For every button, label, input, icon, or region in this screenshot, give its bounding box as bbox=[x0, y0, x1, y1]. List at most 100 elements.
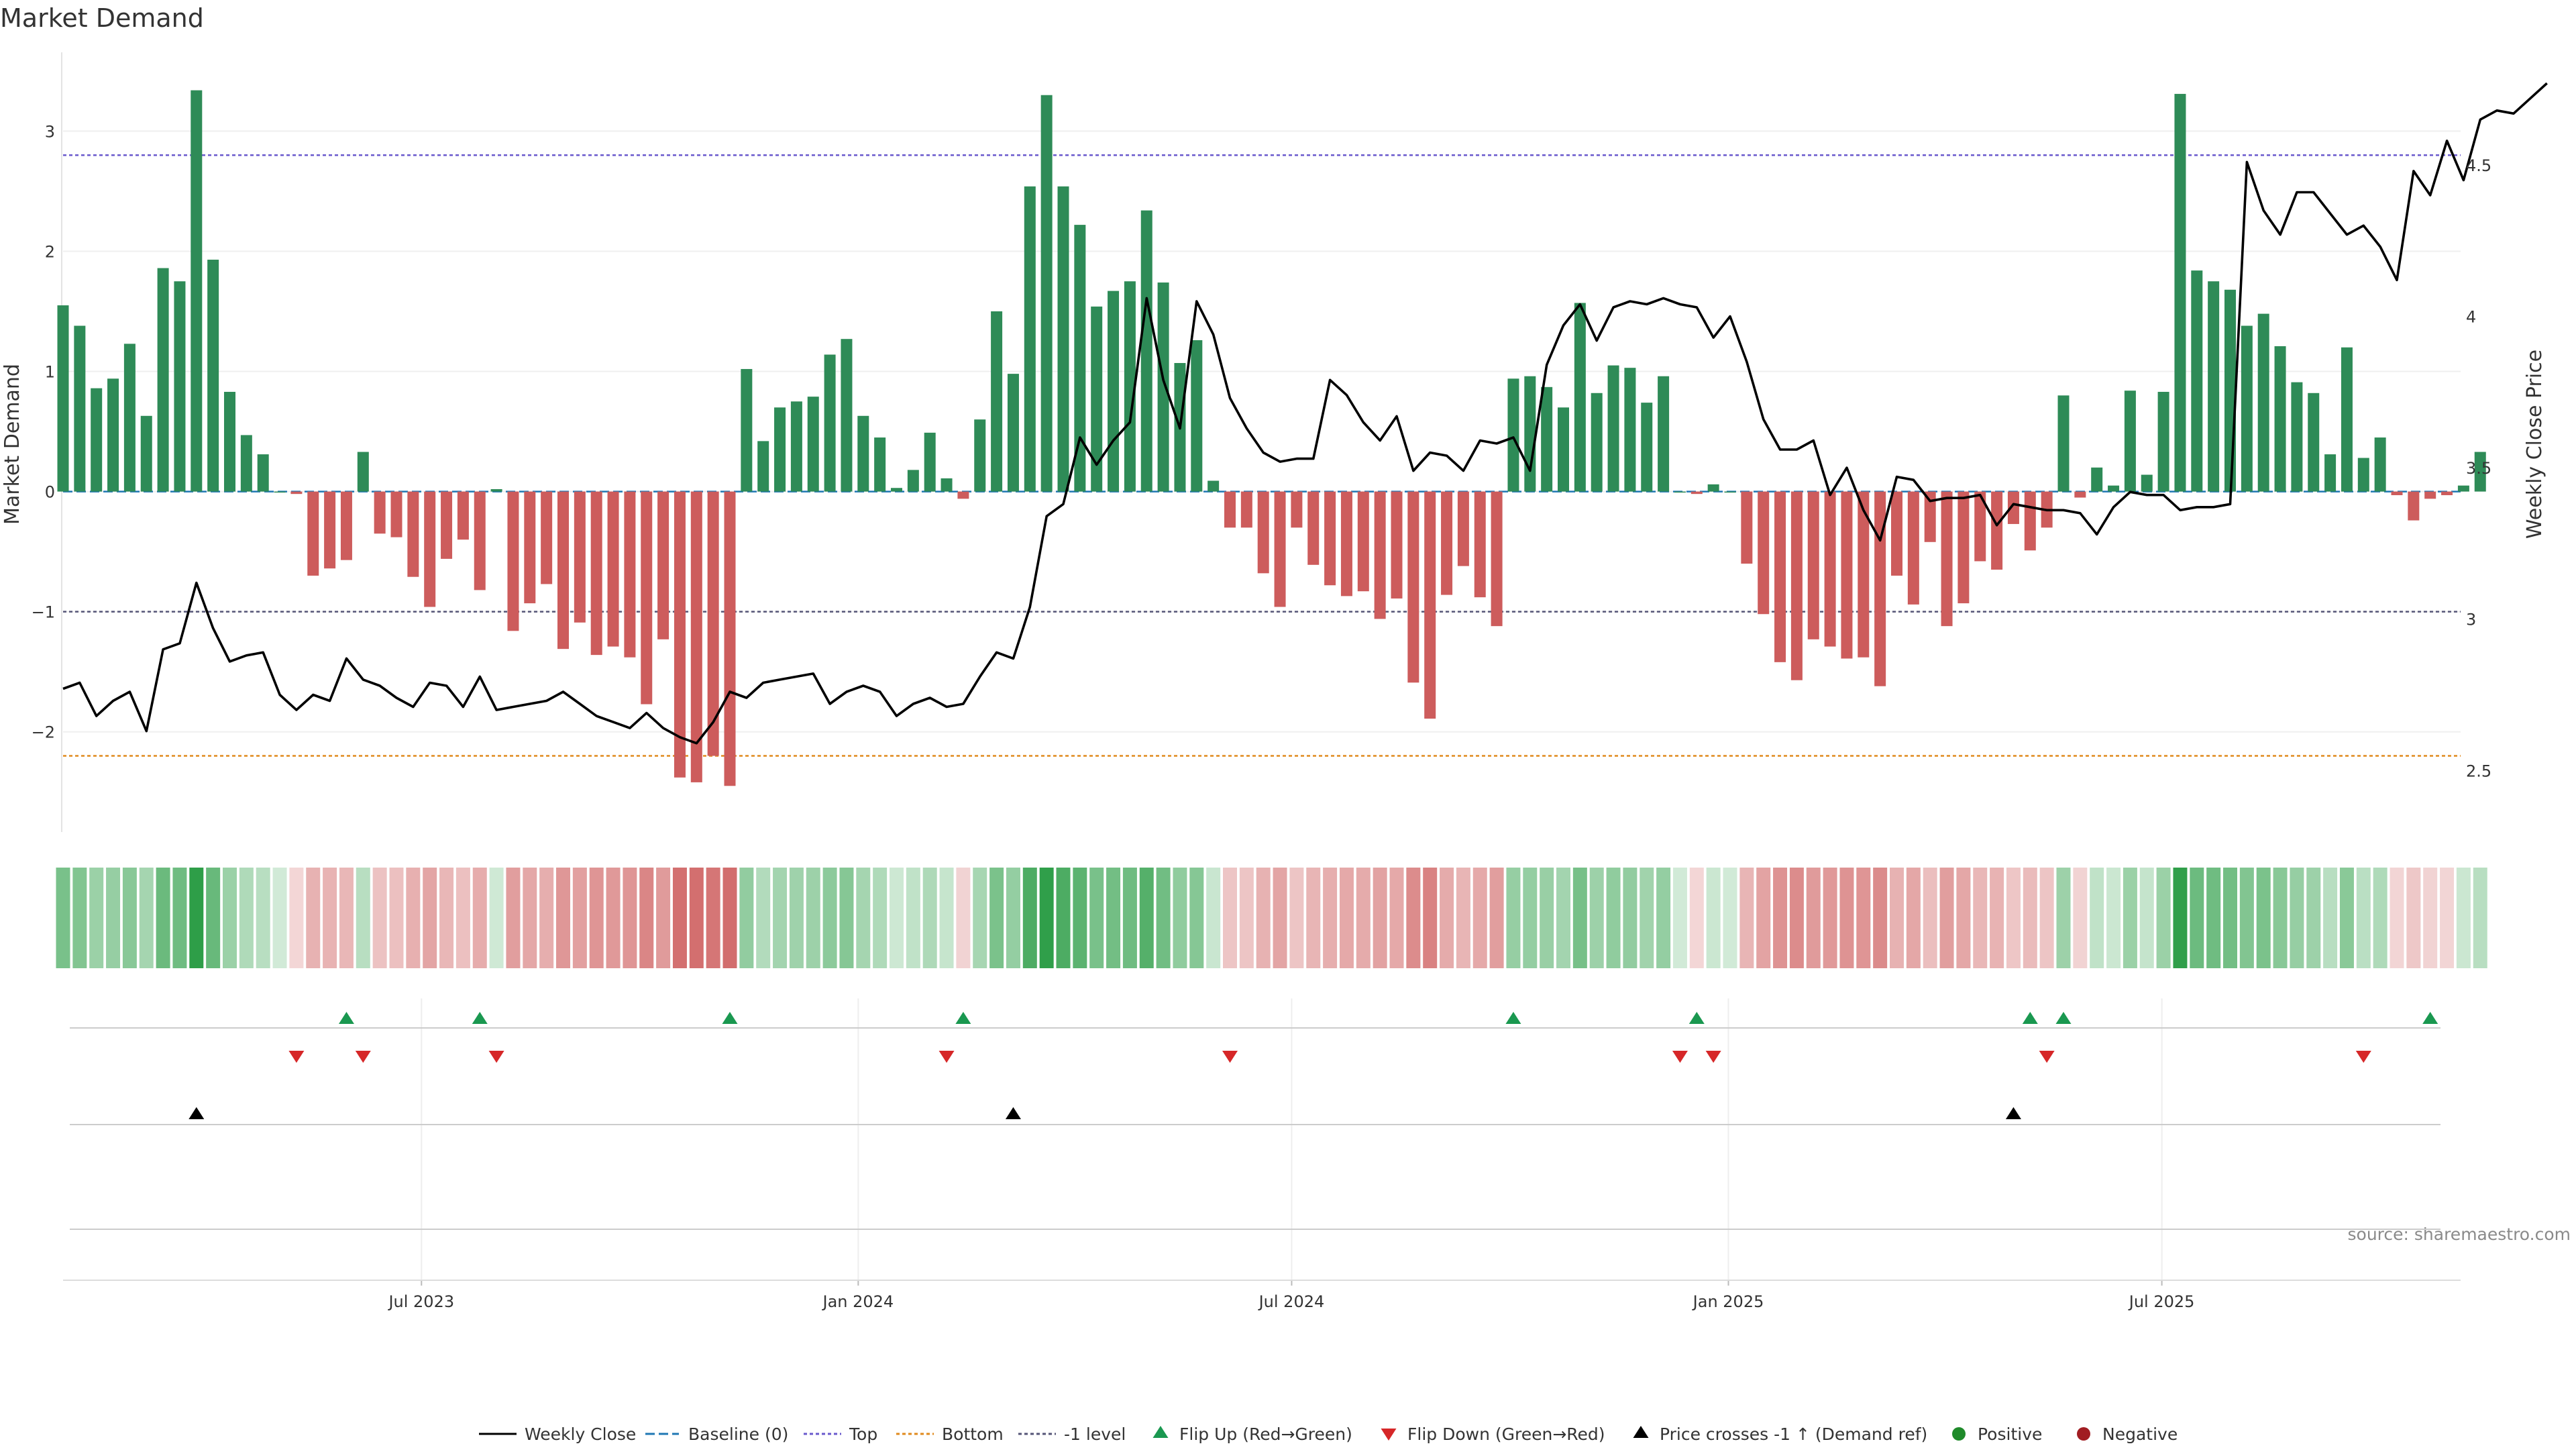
heat-cell bbox=[756, 868, 771, 968]
heat-cell bbox=[1423, 868, 1438, 968]
heat-cell bbox=[122, 868, 137, 968]
heat-cell bbox=[839, 868, 854, 968]
demand-bar bbox=[191, 90, 203, 492]
heat-cell bbox=[1456, 868, 1470, 968]
demand-bar bbox=[874, 437, 886, 492]
heat-cell bbox=[489, 868, 504, 968]
heat-cell bbox=[1689, 868, 1704, 968]
demand-bar bbox=[1974, 491, 1986, 562]
heat-cell bbox=[1923, 868, 1937, 968]
demand-bar bbox=[557, 491, 569, 650]
y2-tick-label: 2.5 bbox=[2466, 762, 2491, 780]
heat-cell bbox=[1323, 868, 1338, 968]
demand-bar bbox=[407, 491, 419, 577]
y-tick-label: 2 bbox=[45, 242, 55, 261]
demand-bar bbox=[957, 491, 969, 499]
demand-bar bbox=[324, 491, 336, 569]
demand-bar bbox=[1074, 225, 1086, 492]
demand-bar bbox=[2308, 393, 2320, 492]
demand-bar bbox=[1424, 491, 1436, 719]
heat-cell bbox=[1706, 868, 1721, 968]
demand-bar bbox=[1091, 306, 1103, 492]
demand-bar bbox=[1841, 491, 1853, 659]
heat-cell bbox=[1223, 868, 1237, 968]
flip-up-marker bbox=[1505, 1012, 1521, 1024]
heat-cell bbox=[1039, 868, 1054, 968]
legend-item: Positive bbox=[1952, 1424, 2042, 1444]
demand-bar bbox=[1140, 210, 1152, 492]
heat-cell bbox=[1356, 868, 1371, 968]
source-label: source: sharemaestro.com bbox=[2348, 1225, 2571, 1244]
demand-bar bbox=[2241, 325, 2253, 492]
heat-cell bbox=[656, 868, 671, 968]
x-tick-label: Jan 2025 bbox=[1692, 1292, 1764, 1311]
demand-bar bbox=[524, 491, 536, 604]
demand-bar bbox=[1391, 491, 1403, 599]
heat-cell bbox=[1873, 868, 1888, 968]
heat-cell bbox=[139, 868, 154, 968]
demand-bar bbox=[907, 470, 919, 492]
demand-bar bbox=[590, 491, 602, 656]
demand-bar bbox=[2341, 347, 2353, 492]
heat-cell bbox=[506, 868, 521, 968]
demand-bar bbox=[707, 491, 719, 756]
legend-item: -1 level bbox=[1018, 1424, 1126, 1444]
heat-cell bbox=[2273, 868, 2288, 968]
heat-cell bbox=[1139, 868, 1154, 968]
heat-cell bbox=[2256, 868, 2271, 968]
heat-cell bbox=[1106, 868, 1121, 968]
demand-bar bbox=[1407, 491, 1419, 683]
heat-cell bbox=[2173, 868, 2188, 968]
x-axis-ticks: Jul 2023 Jan 2024 Jul 2024 Jan 2025 Jul 2025 bbox=[63, 1280, 2461, 1311]
demand-bar bbox=[2457, 485, 2469, 492]
demand-bar bbox=[2108, 485, 2120, 492]
heat-cell bbox=[1856, 868, 1871, 968]
heat-cell bbox=[455, 868, 470, 968]
heat-cell bbox=[2206, 868, 2221, 968]
heat-cell bbox=[2223, 868, 2237, 968]
demand-bar bbox=[140, 415, 152, 492]
x-tick-label: Jan 2024 bbox=[821, 1292, 894, 1311]
demand-bar bbox=[2391, 491, 2403, 495]
heat-cell bbox=[2390, 868, 2404, 968]
heat-cell bbox=[189, 868, 204, 968]
heat-cell bbox=[106, 868, 121, 968]
heat-cell bbox=[1890, 868, 1904, 968]
demand-bar bbox=[91, 388, 103, 492]
demand-bar bbox=[2091, 467, 2103, 492]
y-tick-label: 1 bbox=[45, 363, 55, 382]
heat-cell bbox=[2373, 868, 2387, 968]
demand-bar bbox=[641, 491, 653, 705]
heat-cell bbox=[1672, 868, 1687, 968]
demand-bar bbox=[57, 305, 69, 492]
heat-cell bbox=[556, 868, 570, 968]
demand-bar bbox=[2324, 454, 2337, 492]
y-tick-label: −2 bbox=[32, 723, 55, 742]
heat-cell bbox=[2306, 868, 2321, 968]
flip-down-marker bbox=[1672, 1051, 1688, 1063]
demand-bar bbox=[507, 491, 519, 631]
flip-down-marker bbox=[2355, 1051, 2371, 1063]
heat-cell bbox=[1256, 868, 1271, 968]
demand-bar bbox=[1957, 491, 1970, 604]
demand-heat-strip bbox=[56, 868, 2487, 968]
y-tick-label: −1 bbox=[32, 603, 55, 622]
legend-label: -1 level bbox=[1064, 1424, 1126, 1444]
legend-item: Top bbox=[804, 1424, 877, 1444]
flip-down-marker bbox=[1222, 1051, 1238, 1063]
heat-cell bbox=[1973, 868, 1988, 968]
legend-swatch-flip-down bbox=[1381, 1429, 1397, 1441]
demand-bar bbox=[1157, 282, 1169, 492]
demand-bar bbox=[1707, 484, 1719, 492]
demand-bar bbox=[1057, 186, 1069, 492]
heat-cell bbox=[606, 868, 621, 968]
demand-bar bbox=[2141, 474, 2153, 492]
heat-cell bbox=[472, 868, 487, 968]
heat-cell bbox=[2339, 868, 2354, 968]
demand-bar bbox=[974, 419, 986, 492]
heat-cell bbox=[56, 868, 70, 968]
flip-down-marker bbox=[1705, 1051, 1721, 1063]
heat-cell bbox=[956, 868, 971, 968]
demand-bar bbox=[1474, 491, 1486, 598]
